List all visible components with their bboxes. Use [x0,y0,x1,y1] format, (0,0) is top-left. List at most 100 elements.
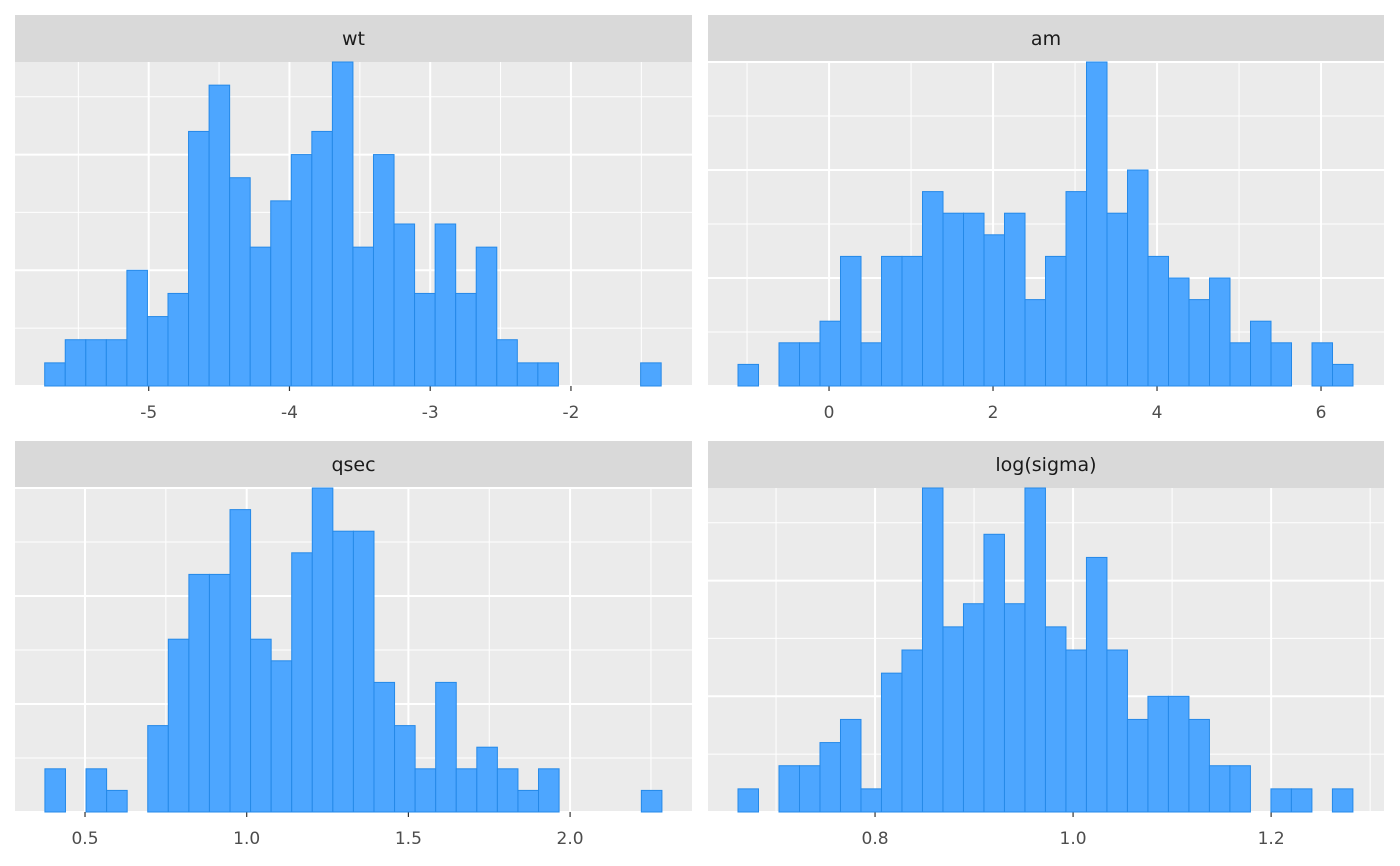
bar [475,246,498,387]
bar [393,223,416,387]
bar [229,177,251,387]
bar [147,725,169,813]
x-tick-label: 0 [824,403,835,423]
bar [1167,695,1190,813]
bar [291,552,313,813]
bar [963,212,985,387]
bar [640,789,663,813]
bar [516,362,539,387]
bar [167,638,190,813]
panel-title: qsec [331,454,375,476]
bar [1229,765,1251,813]
bar [1168,277,1190,387]
bar [167,292,190,387]
bar [188,130,210,387]
bar [208,84,231,387]
bar [1065,191,1088,387]
bar [778,765,800,813]
bar [1250,320,1272,387]
bar [290,154,313,387]
bar [942,212,965,387]
bar [1085,556,1108,813]
bar [373,681,396,813]
bar [1208,765,1231,813]
x-tick-label: 1.2 [1258,829,1285,849]
bar [819,742,841,813]
x-tick-label: 4 [1152,403,1163,423]
bar [798,765,821,813]
bar [1270,342,1293,387]
bar [517,789,540,813]
bar [1126,718,1149,813]
bar [1004,212,1026,387]
bar [85,339,107,387]
bar [983,533,1005,813]
bar [901,649,923,813]
bar [537,362,559,387]
bar [85,768,108,813]
bar [1188,718,1210,813]
bar [860,788,882,813]
strip [708,441,1384,488]
bar [880,672,903,813]
bar [414,768,437,813]
bar [1045,255,1067,387]
bar [1003,603,1026,813]
bar [819,320,842,387]
bar [1209,277,1231,387]
x-tick-label: 0.8 [862,829,889,849]
bar [229,509,252,813]
bar [250,638,272,813]
bar [394,725,416,813]
x-tick-label: -4 [281,403,298,423]
bar [331,61,354,387]
bar [146,316,169,387]
bar [372,154,395,387]
x-tick-label: 2.0 [557,829,584,849]
x-tick-label: 1.0 [1060,829,1087,849]
bar [476,746,498,813]
x-tick-label: 2 [988,403,999,423]
bar [1147,255,1170,387]
bar [983,234,1006,387]
bar [1127,169,1149,387]
bar [352,530,375,813]
bar [640,362,662,387]
bar [860,342,883,387]
bar [778,342,801,387]
bar [496,768,519,813]
bar [455,768,478,813]
x-tick-label: -5 [140,403,157,423]
bar [1086,61,1108,387]
bar [270,660,293,813]
bar [434,223,457,387]
x-tick-label: 1.5 [395,829,422,849]
x-tick-label: 6 [1316,403,1327,423]
bar [921,487,944,813]
bar [249,246,272,387]
bar [1270,788,1292,813]
panel-title: log(sigma) [995,454,1096,476]
bar [64,339,87,387]
bar [1147,695,1169,813]
bar [1311,342,1334,387]
bar [1024,487,1046,813]
bar [1106,649,1128,813]
x-tick-label: -2 [562,403,579,423]
bar [270,200,292,387]
bar [496,339,518,387]
bar [311,487,334,813]
bar [737,363,760,387]
bar [44,768,66,813]
bar [839,718,862,813]
bar [737,788,759,813]
bar [44,362,66,387]
bar [1065,649,1087,813]
bar [1044,626,1067,813]
bar [332,530,354,813]
bar [922,191,944,387]
bar [188,573,210,813]
bar [799,342,821,387]
